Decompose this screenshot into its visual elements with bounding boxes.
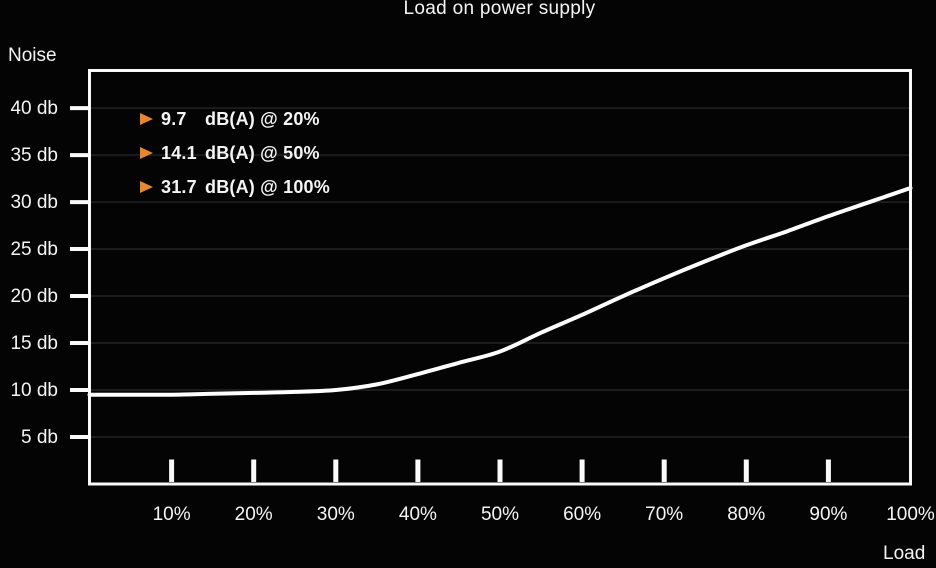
annotation-row: 31.7 dB(A) @ 100%	[140, 170, 330, 204]
x-tick-label: 20%	[234, 504, 273, 525]
plot-border	[88, 69, 912, 486]
annotation-row: 14.1 dB(A) @ 50%	[140, 136, 330, 170]
annotation-value: 31.7	[161, 176, 197, 197]
x-tick-label: 80%	[727, 504, 766, 525]
x-tick-label: 10%	[152, 504, 191, 525]
annotation-text: dB(A) @ 100%	[205, 176, 330, 197]
y-tick-label: 35 db	[10, 144, 58, 166]
noise-curve	[87, 185, 913, 397]
x-tick-label: 30%	[316, 504, 355, 525]
x-tick-label: 60%	[563, 504, 602, 525]
triangle-marker-icon	[140, 113, 153, 125]
triangle-marker-icon	[140, 147, 153, 159]
x-tick-label: 100%	[886, 504, 935, 525]
annotation-text: dB(A) @ 20%	[205, 108, 320, 129]
x-tick-label: 90%	[809, 504, 848, 525]
annotation-value: 14.1	[161, 142, 197, 163]
y-tick-label: 25 db	[10, 238, 58, 260]
triangle-marker-icon	[140, 181, 153, 193]
x-axis-title: Load	[883, 543, 926, 564]
annotation-text: dB(A) @ 50%	[205, 142, 320, 163]
y-tick-label: 15 db	[10, 332, 58, 354]
y-tick-label: 20 db	[10, 285, 58, 307]
x-tick-label: 70%	[645, 504, 684, 525]
annotation-legend: 9.7 dB(A) @ 20% 14.1 dB(A) @ 50% 31.7 dB…	[140, 102, 330, 204]
annotation-value: 9.7	[161, 108, 187, 129]
y-axis-title: Noise	[8, 45, 57, 66]
x-tick-label: 50%	[480, 504, 520, 525]
y-tick-label: 40 db	[10, 97, 58, 119]
y-tick-label: 10 db	[10, 379, 58, 401]
annotation-row: 9.7 dB(A) @ 20%	[140, 102, 330, 136]
y-tick-label: 5 db	[21, 426, 58, 448]
chart-title: Load on power supply	[403, 0, 596, 19]
x-tick-label: 40%	[398, 504, 437, 525]
y-tick-label: 30 db	[10, 191, 58, 213]
